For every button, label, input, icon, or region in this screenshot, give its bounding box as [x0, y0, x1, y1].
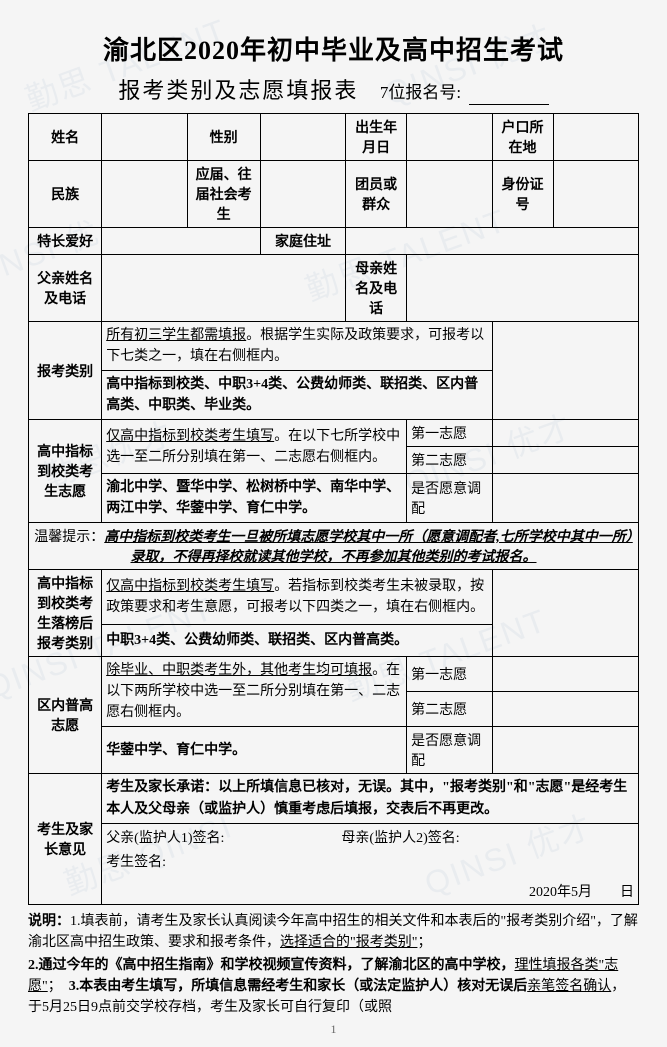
tip-row: 温馨提示：高中指标到校类考生一旦被所填志愿学校其中一所（愿意调配者,七所学校中其…: [29, 523, 639, 570]
district-desc: 除毕业、中职类考生外，其他考生均可填报。在以下两所学校中选一至二所分别填在第一、…: [102, 657, 407, 727]
fallback-underline: 仅高中指标到校类考生填写: [106, 579, 274, 594]
input-ethnic[interactable]: [102, 161, 187, 228]
label-category: 报考类别: [29, 322, 102, 420]
subtitle-row: 报考类别及志愿填报表 7位报名号:: [28, 73, 639, 105]
page-title: 渝北区2020年初中毕业及高中招生考试: [28, 30, 639, 67]
label-second-choice: 第二志愿: [407, 447, 492, 474]
gzb-schools: 渝北中学、暨华中学、松树桥中学、南华中学、两江中学、华蓥中学、育仁中学。: [102, 474, 407, 523]
student-sig-label: 考生签名:: [106, 855, 166, 870]
label-adjust: 是否愿意调配: [407, 474, 492, 523]
label-student-type: 应届、往届社会考生: [187, 161, 260, 228]
district-underline: 除毕业、中职类考生外，其他考生均可填报: [106, 663, 372, 678]
consent-prefix: 考生及家长承诺：: [106, 780, 218, 795]
application-form: 姓名 性别 出生年月日 户口所在地 民族 应届、往届社会考生 团员或群众 身份证…: [28, 113, 639, 905]
label-consent: 考生及家长意见: [29, 774, 102, 905]
category-types: 高中指标到校类、中职3+4类、公费幼师类、联招类、区内普高类、中职类、毕业类。: [102, 371, 492, 420]
gzb-underline: 仅高中指标到校类考生填写: [106, 429, 274, 444]
input-gender[interactable]: [260, 114, 345, 161]
label-gender: 性别: [187, 114, 260, 161]
notes-block: 说明：1.填表前，请考生及家长认真阅读今年高中招生的相关文件和本表后的"报考类别…: [28, 911, 639, 1018]
input-name[interactable]: [102, 114, 187, 161]
label-addr: 家庭住址: [260, 228, 345, 255]
consent-statement: 考生及家长承诺：以上所填信息已核对，无误。其中，"报考类别"和"志愿"是经考生本…: [102, 774, 639, 824]
category-underline: 所有初三学生都需填报: [106, 328, 246, 343]
note-2: 2.通过今年的《高中招生指南》和学校视频宣传资料，了解渝北区的高中学校，: [28, 958, 515, 973]
label-first-choice: 第一志愿: [407, 420, 492, 447]
input-birth[interactable]: [407, 114, 492, 161]
input-fallback[interactable]: [492, 570, 638, 657]
label-district-adjust: 是否愿意调配: [407, 727, 492, 774]
label-member: 团员或群众: [346, 161, 407, 228]
input-hobby[interactable]: [102, 228, 261, 255]
input-id[interactable]: [553, 161, 638, 228]
input-district-first[interactable]: [492, 657, 638, 692]
label-mother: 母亲姓名及电话: [346, 255, 407, 322]
label-ethnic: 民族: [29, 161, 102, 228]
label-fallback: 高中指标到校类考生落榜后报考类别: [29, 570, 102, 657]
label-district-first: 第一志愿: [407, 657, 492, 692]
input-district-second[interactable]: [492, 692, 638, 727]
input-second-choice[interactable]: [492, 447, 638, 474]
input-district-adjust[interactable]: [492, 727, 638, 774]
subtitle: 报考类别及志愿填报表: [118, 78, 358, 103]
reg-number-field[interactable]: [469, 104, 549, 105]
note-1-u: 选择适合的"报考类别": [280, 935, 417, 950]
note-1-end: ；: [417, 935, 431, 950]
input-addr[interactable]: [346, 228, 639, 255]
category-desc: 所有初三学生都需填报。根据学生实际及政策要求，可报考以下七类之一，填在右侧框内。: [102, 322, 492, 371]
label-district: 区内普高志愿: [29, 657, 102, 774]
fallback-desc: 仅高中指标到校类考生填写。若指标到校类考生未被录取，按政策要求和考生意愿，可报考…: [102, 570, 492, 625]
note-3-u: 亲笔签名确认: [527, 979, 611, 994]
input-member[interactable]: [407, 161, 492, 228]
input-father[interactable]: [102, 255, 346, 322]
label-hukou: 户口所在地: [492, 114, 553, 161]
input-hukou[interactable]: [553, 114, 638, 161]
label-hobby: 特长爱好: [29, 228, 102, 255]
label-id: 身份证号: [492, 161, 553, 228]
consent-date: 2020年5月 日: [102, 878, 639, 905]
fallback-types: 中职3+4类、公费幼师类、联招类、区内普高类。: [102, 625, 492, 657]
gzb-desc: 仅高中指标到校类考生填写。在以下七所学校中选一至二所分别填在第一、二志愿右侧框内…: [102, 420, 407, 474]
input-first-choice[interactable]: [492, 420, 638, 447]
tip-text: 高中指标到校类考生一旦被所填志愿学校其中一所（愿意调配者,七所学校中其中一所）录…: [104, 530, 633, 565]
input-adjust[interactable]: [492, 474, 638, 523]
reg-number-label: 7位报名号:: [380, 78, 461, 103]
district-schools: 华蓥中学、育仁中学。: [102, 727, 407, 774]
page-number: 1: [28, 1022, 639, 1037]
input-category[interactable]: [492, 322, 638, 420]
father-sig-label: 父亲(监护人1)签名:: [106, 831, 224, 846]
label-birth: 出生年月日: [346, 114, 407, 161]
label-name: 姓名: [29, 114, 102, 161]
signature-row: 父亲(监护人1)签名: 母亲(监护人2)签名: 考生签名:: [102, 824, 639, 878]
note-3: 3.本表由考生填写，所填信息需经考生和家长（或法定监护人）核对无误后: [69, 979, 528, 994]
mother-sig-label: 母亲(监护人2)签名:: [341, 831, 459, 846]
notes-label: 说明：: [28, 914, 70, 929]
label-district-second: 第二志愿: [407, 692, 492, 727]
input-student-type[interactable]: [260, 161, 345, 228]
tip-prefix: 温馨提示：: [34, 530, 104, 545]
input-mother[interactable]: [407, 255, 639, 322]
label-father: 父亲姓名及电话: [29, 255, 102, 322]
label-gzb: 高中指标到校类考生志愿: [29, 420, 102, 523]
note-2-end: ；: [48, 979, 55, 994]
